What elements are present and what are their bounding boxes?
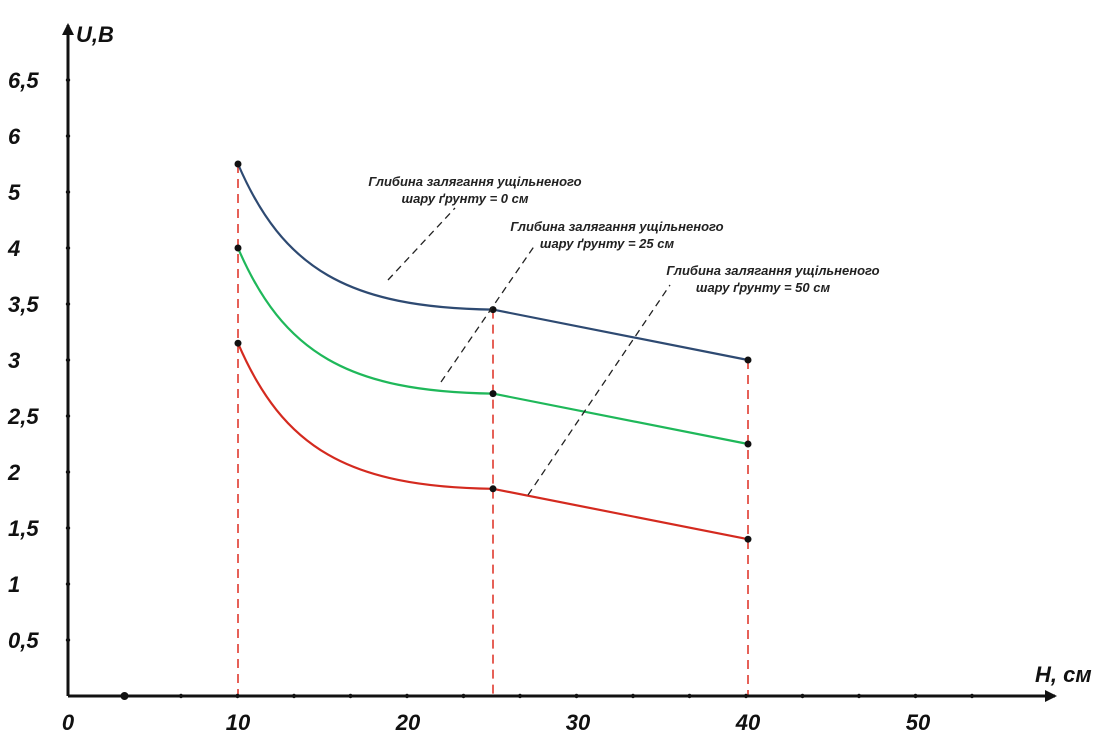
y-tick-label: 2 <box>7 460 21 485</box>
data-point <box>744 440 752 448</box>
x-axis-tick-mark <box>517 693 523 699</box>
y-axis-tick-mark <box>65 133 71 139</box>
data-point <box>489 485 497 493</box>
series-annotation-0: Глибина залягання ущільненого <box>368 174 581 189</box>
x-axis-tick-mark <box>687 693 692 699</box>
x-axis-tick-mark <box>800 693 805 699</box>
x-axis-tick-mark <box>574 693 579 699</box>
y-axis-tick-mark <box>65 189 71 195</box>
data-point <box>744 535 752 543</box>
y-tick-label: 0,5 <box>8 628 39 653</box>
annotation-leader-0 <box>387 207 456 281</box>
y-tick-label: 4 <box>7 236 20 261</box>
x-tick-label: 20 <box>395 710 421 735</box>
x-axis-tick-mark <box>743 693 749 699</box>
y-tick-label: 5 <box>8 180 21 205</box>
x-tick-label: 0 <box>62 710 75 735</box>
y-axis-tick-mark <box>65 525 71 531</box>
series-annotation-1: шару ґрунту = 25 см <box>540 236 675 251</box>
y-axis-tick-mark <box>65 245 71 251</box>
x-tick-label: 50 <box>906 710 931 735</box>
annotation-leader-2 <box>527 284 671 496</box>
x-axis-tick-mark <box>856 693 862 699</box>
y-tick-label: 3,5 <box>8 292 39 317</box>
x-axis-tick-mark <box>178 693 184 699</box>
x-tick-label: 30 <box>566 710 591 735</box>
series-annotation-0: шару ґрунту = 0 см <box>402 191 529 206</box>
x-axis-tick-mark <box>348 693 353 699</box>
series-annotation-1: Глибина залягання ущільненого <box>510 219 723 234</box>
series-line-0 <box>236 163 749 362</box>
x-axis-tick-mark <box>120 692 129 700</box>
x-axis-tick-mark <box>630 693 636 699</box>
x-axis-title: H, см <box>1035 662 1092 687</box>
data-point <box>234 244 242 252</box>
x-tick-label: 40 <box>735 710 761 735</box>
x-axis-tick-mark <box>404 693 410 699</box>
y-axis-tick-mark <box>65 301 71 307</box>
y-tick-label: 6,5 <box>8 68 39 93</box>
y-axis-tick-mark <box>65 357 71 363</box>
x-tick-label: 10 <box>226 710 251 735</box>
y-tick-label: 1 <box>8 572 20 597</box>
x-axis-tick-mark <box>235 693 240 699</box>
series-annotation-2: Глибина залягання ущільненого <box>666 263 879 278</box>
x-axis-tick-mark <box>461 693 466 699</box>
y-axis-tick-mark <box>65 77 71 83</box>
y-axis-tick-mark <box>65 469 71 475</box>
y-axis-tick-mark <box>65 581 71 587</box>
series-line-2 <box>236 342 749 541</box>
y-tick-label: 3 <box>8 348 20 373</box>
annotation-leader-1 <box>440 244 536 383</box>
x-axis-tick-mark <box>969 693 975 699</box>
series-line-1 <box>236 247 749 446</box>
y-tick-label: 6 <box>8 124 21 149</box>
data-point <box>489 390 497 398</box>
data-point <box>234 339 242 347</box>
x-axis-tick-mark <box>913 693 918 699</box>
y-axis-title: U,B <box>76 22 114 47</box>
x-axis-tick-mark <box>291 693 297 699</box>
y-tick-label: 1,5 <box>8 516 39 541</box>
data-point <box>234 160 242 168</box>
y-tick-label: 2,5 <box>7 404 39 429</box>
series-annotation-2: шару ґрунту = 50 см <box>696 280 831 295</box>
y-axis-tick-mark <box>65 413 71 419</box>
data-point <box>744 356 752 364</box>
y-axis-tick-mark <box>65 637 71 643</box>
